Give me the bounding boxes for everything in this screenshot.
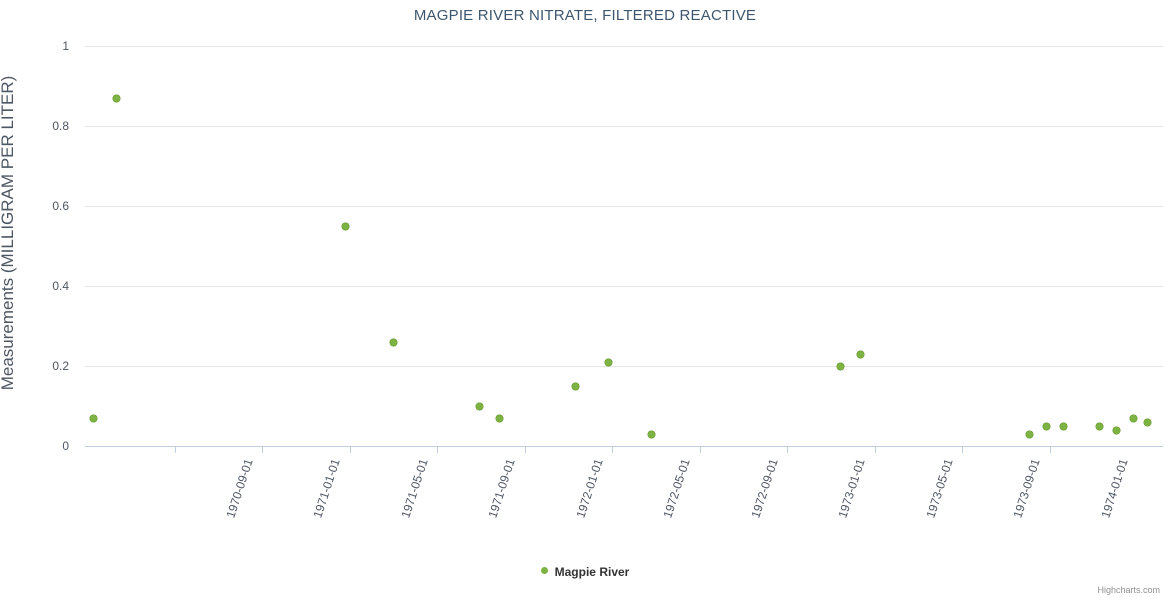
data-point[interactable]	[1042, 422, 1050, 430]
data-point[interactable]	[1059, 422, 1067, 430]
y-axis-tick-label: 0.2	[52, 359, 69, 373]
x-axis-tick-label: 1974-01-01	[1098, 457, 1131, 520]
data-point[interactable]	[389, 338, 397, 346]
data-point[interactable]	[1095, 422, 1103, 430]
x-axis-tick-label: 1970-09-01	[223, 457, 256, 520]
data-point[interactable]	[1025, 430, 1033, 438]
data-point[interactable]	[89, 414, 97, 422]
x-axis-tick-mark	[612, 447, 613, 453]
legend-item-magpie-river[interactable]: Magpie River	[540, 564, 630, 579]
x-axis-tick-label: 1972-09-01	[748, 457, 781, 520]
y-axis-tick-label: 0.4	[52, 279, 69, 293]
y-axis-tick-label: 0	[62, 439, 69, 453]
legend-marker-icon	[540, 567, 548, 575]
data-point[interactable]	[571, 382, 579, 390]
x-axis-tick-label: 1973-01-01	[835, 457, 868, 520]
data-point[interactable]	[475, 402, 483, 410]
data-point[interactable]	[341, 222, 349, 230]
data-point[interactable]	[112, 94, 120, 102]
x-axis-tick-mark	[262, 447, 263, 453]
highcharts-credit[interactable]: Highcharts.com	[1097, 585, 1160, 595]
x-axis-tick-label: 1971-05-01	[398, 457, 431, 520]
y-axis-tick-label: 0.8	[52, 119, 69, 133]
data-point[interactable]	[836, 362, 844, 370]
legend-item-label: Magpie River	[554, 564, 630, 579]
gridline	[85, 46, 1163, 47]
x-axis-tick-label: 1971-01-01	[310, 457, 343, 520]
x-axis-tick-mark	[175, 447, 176, 453]
x-axis-line	[85, 446, 1163, 447]
y-axis-tick-label: 0.6	[52, 199, 69, 213]
x-axis-tick-label: 1972-01-01	[573, 457, 606, 520]
x-axis-tick-mark	[525, 447, 526, 453]
data-point[interactable]	[1143, 418, 1151, 426]
y-axis-title: Measurements (MILLIGRAM PER LITER)	[0, 75, 17, 391]
x-axis-tick-mark	[787, 447, 788, 453]
data-point[interactable]	[604, 358, 612, 366]
x-axis-tick-mark	[1050, 447, 1051, 453]
data-point[interactable]	[1112, 426, 1120, 434]
gridline	[85, 206, 1163, 207]
chart-legend: Magpie River	[0, 562, 1170, 580]
x-axis-tick-mark	[350, 447, 351, 453]
x-axis-tick-label: 1971-09-01	[485, 457, 518, 520]
x-axis-tick-mark	[437, 447, 438, 453]
data-point[interactable]	[1129, 414, 1137, 422]
plot-area	[85, 46, 1163, 446]
chart-title: MAGPIE RIVER NITRATE, FILTERED REACTIVE	[413, 7, 757, 24]
x-axis-tick-label: 1973-05-01	[923, 457, 956, 520]
x-axis-tick-mark	[700, 447, 701, 453]
data-point[interactable]	[647, 430, 655, 438]
data-point[interactable]	[856, 350, 864, 358]
data-point[interactable]	[495, 414, 503, 422]
y-axis-tick-label: 1	[62, 39, 69, 53]
x-axis-tick-label: 1972-05-01	[660, 457, 693, 520]
x-axis-tick-mark	[875, 447, 876, 453]
gridline	[85, 286, 1163, 287]
x-axis-tick-mark	[962, 447, 963, 453]
gridline	[85, 366, 1163, 367]
x-axis-tick-label: 1973-09-01	[1010, 457, 1043, 520]
gridline	[85, 126, 1163, 127]
